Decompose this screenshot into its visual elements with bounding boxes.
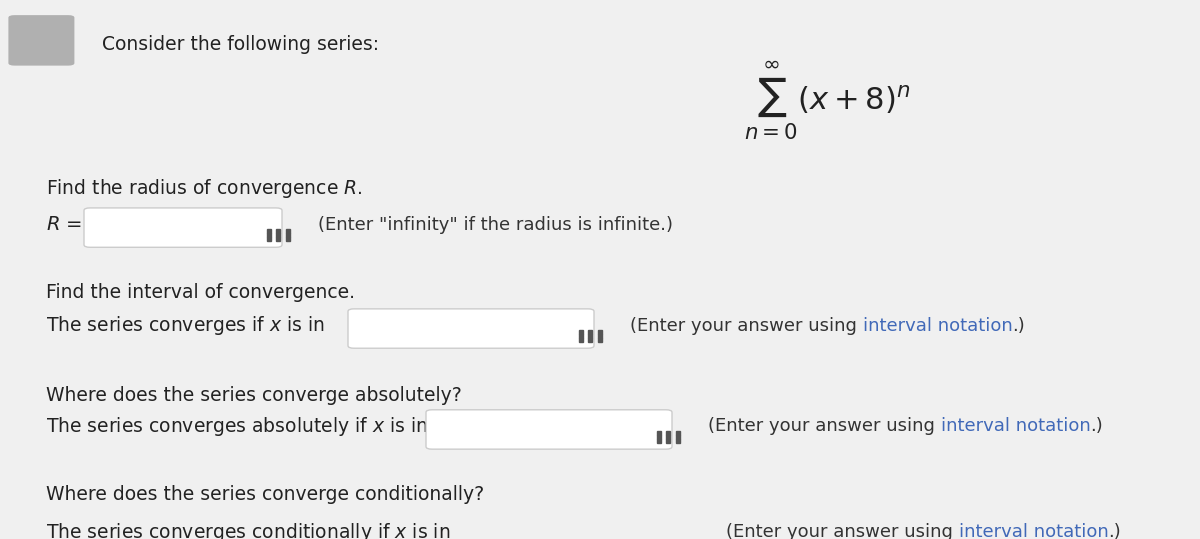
FancyBboxPatch shape	[8, 15, 74, 66]
FancyBboxPatch shape	[426, 410, 672, 449]
Text: interval notation: interval notation	[863, 316, 1013, 335]
Text: Consider the following series:: Consider the following series:	[102, 36, 379, 54]
Text: .): .)	[1091, 417, 1103, 436]
Text: The series converges conditionally if $x$ is in: The series converges conditionally if $x…	[46, 521, 450, 539]
Text: Where does the series converge absolutely?: Where does the series converge absolutel…	[46, 386, 461, 405]
Text: $R$ =: $R$ =	[46, 215, 82, 234]
Text: (Enter "infinity" if the radius is infinite.): (Enter "infinity" if the radius is infin…	[318, 216, 673, 233]
Text: Find the radius of convergence $R$.: Find the radius of convergence $R$.	[46, 177, 362, 199]
Text: .): .)	[1109, 523, 1121, 539]
Text: Where does the series converge conditionally?: Where does the series converge condition…	[46, 486, 484, 505]
Text: interval notation: interval notation	[959, 523, 1109, 539]
Text: $\sum_{n=0}^{\infty}(x + 8)^n$: $\sum_{n=0}^{\infty}(x + 8)^n$	[744, 60, 911, 142]
FancyBboxPatch shape	[348, 309, 594, 348]
Text: The series converges if $x$ is in: The series converges if $x$ is in	[46, 314, 324, 337]
FancyBboxPatch shape	[444, 516, 690, 539]
Text: (Enter your answer using: (Enter your answer using	[726, 523, 959, 539]
Text: (Enter your answer using: (Enter your answer using	[708, 417, 941, 436]
FancyBboxPatch shape	[84, 208, 282, 247]
Text: interval notation: interval notation	[941, 417, 1091, 436]
Text: .): .)	[1013, 316, 1025, 335]
Text: (Enter your answer using: (Enter your answer using	[630, 316, 863, 335]
Text: Find the interval of convergence.: Find the interval of convergence.	[46, 282, 355, 302]
Text: The series converges absolutely if $x$ is in: The series converges absolutely if $x$ i…	[46, 415, 427, 438]
